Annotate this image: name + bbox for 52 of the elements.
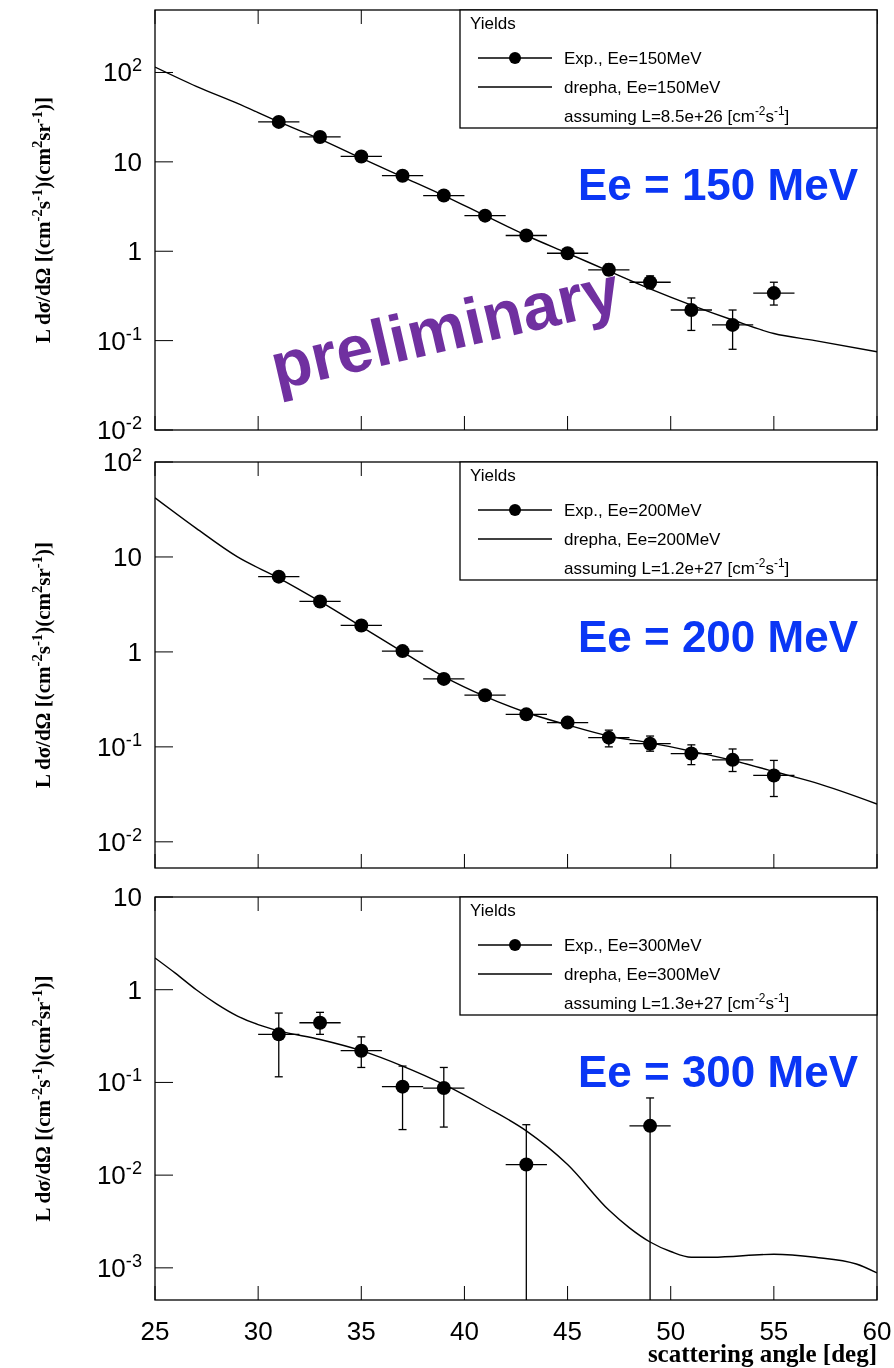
point [478, 208, 493, 223]
y-tick-label: 10$^{-1}$ [96, 323, 142, 356]
point [313, 1015, 328, 1030]
legend-title: Yields [470, 14, 516, 33]
point [313, 594, 328, 609]
x-tick-label: 40 [449, 1316, 479, 1346]
point [313, 129, 328, 144]
annotation: Ee = 200 MeV [577, 612, 859, 661]
point [684, 303, 699, 318]
y-tick-label: 10$^{-1}$ [96, 729, 142, 762]
point [725, 317, 740, 332]
legend-label: drepha, Ee=150MeV [564, 78, 722, 97]
x-tick-label: 45 [553, 1316, 583, 1346]
y-tick-label: 1 [127, 236, 142, 267]
y-tick-label: 10$^{-2}$ [96, 1158, 142, 1191]
annotation: assuming L=1.2e+27 [cm$^{-2}$s$^{-1}$] [564, 556, 790, 578]
point [766, 286, 781, 301]
y-tick-label: 1 [127, 974, 142, 1005]
legend-title: Yields [470, 901, 516, 920]
y-tick-label: 10 [113, 146, 142, 177]
point [354, 618, 369, 633]
y-tick-label: 10$^{-3}$ [96, 1250, 142, 1283]
x-tick-label: 35 [346, 1316, 376, 1346]
y-tick-label: 10$^{2}$ [102, 445, 142, 477]
point [395, 644, 410, 659]
point [478, 688, 493, 703]
legend-label: Exp., Ee=200MeV [564, 501, 703, 520]
point [271, 114, 286, 129]
x-tick-label: 30 [243, 1316, 273, 1346]
legend-label: drepha, Ee=300MeV [564, 965, 722, 984]
annotation: Ee = 300 MeV [577, 1047, 859, 1096]
annotation: assuming L=1.3e+27 [cm$^{-2}$s$^{-1}$] [564, 991, 790, 1013]
x-tick-label: 25 [140, 1316, 170, 1346]
annotation: assuming L=8.5e+26 [cm$^{-2}$s$^{-1}$] [564, 104, 790, 126]
point [519, 1157, 534, 1172]
legend-label: Exp., Ee=150MeV [564, 49, 703, 68]
y-tick-label: 10$^{-1}$ [96, 1065, 142, 1098]
point [354, 149, 369, 164]
y-tick-label: 10 [113, 541, 142, 572]
y-tick-label: 10$^{-2}$ [96, 824, 142, 857]
y-tick-label: 10 [113, 882, 142, 912]
point [560, 715, 575, 730]
y-tick-label: 10$^{2}$ [102, 55, 142, 88]
point [643, 1118, 658, 1133]
annotation: Ee = 150 MeV [577, 160, 859, 209]
legend-title: Yields [470, 466, 516, 485]
y-tick-label: 1 [127, 636, 142, 667]
point [395, 1079, 410, 1094]
legend-label: Exp., Ee=300MeV [564, 936, 703, 955]
y-tick-label: 10$^{-2}$ [96, 413, 142, 445]
point [436, 671, 451, 686]
legend-label: drepha, Ee=200MeV [564, 530, 722, 549]
